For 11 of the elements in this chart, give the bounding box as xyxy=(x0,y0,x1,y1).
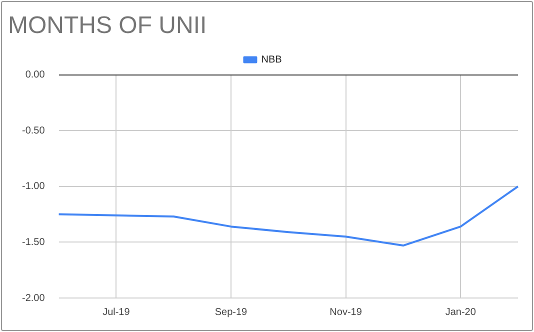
x-tick-label: Sep-19 xyxy=(214,306,248,318)
y-tick-label: -2.00 xyxy=(22,292,46,304)
chart-title: MONTHS OF UNII xyxy=(8,12,207,40)
y-tick-label: -1.00 xyxy=(22,181,46,192)
y-tick-label: 0.00 xyxy=(25,70,46,81)
y-tick-label: -1.50 xyxy=(22,236,46,248)
x-tick-label: Jan-20 xyxy=(445,306,476,318)
y-tick-label: -0.50 xyxy=(22,125,46,136)
x-tick-label: Jul-19 xyxy=(102,306,130,318)
legend-label: NBB xyxy=(261,54,282,66)
x-tick-label: Nov-19 xyxy=(330,306,362,318)
